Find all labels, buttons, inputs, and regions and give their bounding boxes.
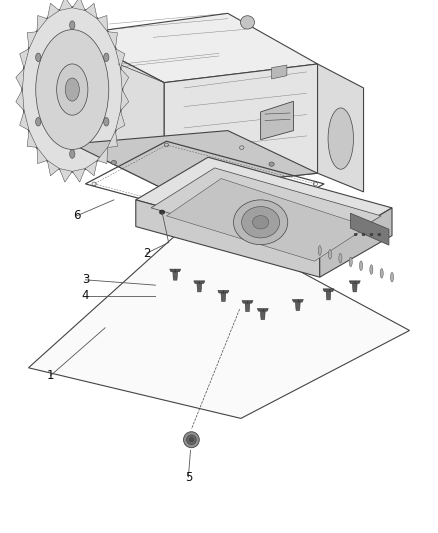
Polygon shape [72,168,85,182]
Polygon shape [72,13,318,83]
Polygon shape [257,309,268,311]
Ellipse shape [328,249,332,259]
Polygon shape [261,101,293,140]
Ellipse shape [242,207,279,238]
Text: 4: 4 [81,289,89,302]
Ellipse shape [252,215,269,229]
Polygon shape [97,148,108,164]
Polygon shape [261,311,265,320]
Ellipse shape [354,233,357,236]
Ellipse shape [378,233,381,236]
Polygon shape [97,15,108,31]
Polygon shape [151,168,381,256]
Ellipse shape [70,21,75,29]
Ellipse shape [22,7,123,172]
Ellipse shape [111,160,117,165]
Polygon shape [136,200,320,277]
Polygon shape [242,301,253,303]
Ellipse shape [339,253,342,263]
Polygon shape [20,111,29,131]
Ellipse shape [328,108,353,169]
Ellipse shape [189,438,194,442]
Polygon shape [47,160,60,176]
Ellipse shape [360,261,363,271]
Text: 5: 5 [185,471,192,483]
Ellipse shape [380,269,383,278]
Polygon shape [27,131,37,148]
Polygon shape [16,90,24,111]
Ellipse shape [35,53,41,62]
Polygon shape [173,272,177,280]
Polygon shape [245,303,250,312]
Polygon shape [72,131,318,189]
Polygon shape [16,68,24,90]
Polygon shape [28,216,410,418]
Ellipse shape [233,200,288,245]
Ellipse shape [184,432,199,448]
Ellipse shape [36,30,109,149]
Ellipse shape [318,246,321,255]
Polygon shape [197,284,201,292]
Polygon shape [85,3,97,19]
Polygon shape [326,292,331,300]
Ellipse shape [57,64,88,115]
Polygon shape [120,90,129,111]
Polygon shape [37,15,47,31]
Text: 2: 2 [143,247,151,260]
Polygon shape [27,31,37,49]
Polygon shape [116,49,125,68]
Polygon shape [323,289,334,292]
Text: 6: 6 [73,209,81,222]
Polygon shape [47,3,60,19]
Polygon shape [116,111,125,131]
Ellipse shape [104,117,109,126]
Ellipse shape [370,233,373,236]
Polygon shape [37,148,47,164]
Polygon shape [218,290,229,293]
Polygon shape [120,68,129,90]
Polygon shape [20,49,29,68]
Polygon shape [194,281,205,284]
Text: 1: 1 [46,369,54,382]
Polygon shape [72,35,164,189]
Polygon shape [60,168,72,182]
Polygon shape [292,300,304,302]
Ellipse shape [349,257,352,266]
Polygon shape [60,0,72,11]
Polygon shape [72,0,85,11]
Polygon shape [85,160,97,176]
Polygon shape [164,64,318,189]
Ellipse shape [240,16,254,29]
Ellipse shape [194,167,200,172]
Ellipse shape [370,265,373,274]
Polygon shape [296,302,300,311]
Ellipse shape [35,117,41,126]
Ellipse shape [70,150,75,158]
Polygon shape [318,64,364,192]
Polygon shape [272,65,287,79]
Polygon shape [353,284,357,292]
Polygon shape [166,179,368,261]
Polygon shape [349,281,360,284]
Polygon shape [108,131,117,148]
Ellipse shape [269,162,274,166]
Ellipse shape [159,210,165,214]
Ellipse shape [390,272,393,282]
Ellipse shape [65,78,79,101]
Polygon shape [221,293,226,302]
Text: 3: 3 [82,273,89,286]
Polygon shape [108,31,117,49]
Polygon shape [170,269,181,272]
Ellipse shape [362,233,365,236]
Ellipse shape [104,53,109,62]
Ellipse shape [187,435,196,445]
Polygon shape [136,157,392,251]
Polygon shape [320,208,392,277]
Polygon shape [350,213,389,245]
